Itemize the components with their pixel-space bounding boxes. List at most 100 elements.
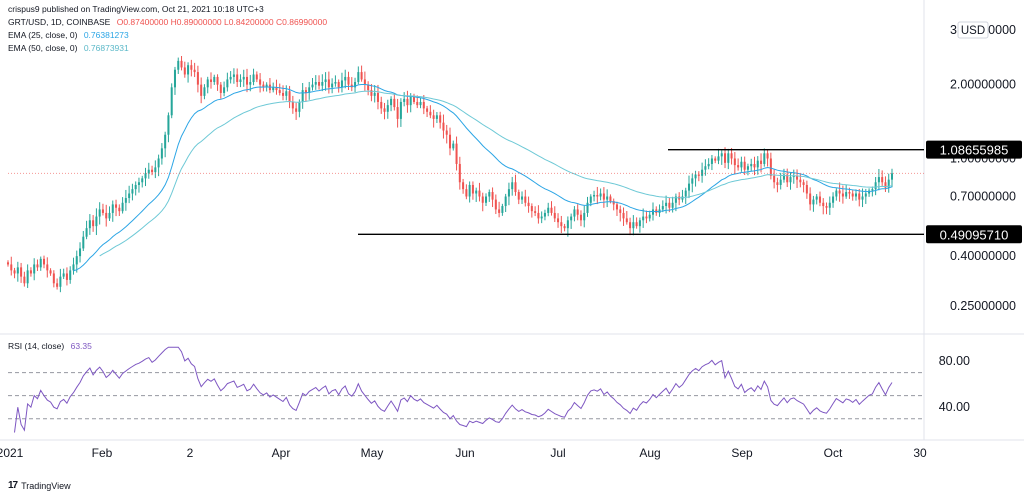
candle-body bbox=[701, 169, 704, 176]
candle-body bbox=[164, 134, 167, 149]
candle-body bbox=[576, 209, 579, 215]
candle-body bbox=[828, 202, 831, 208]
candle-body bbox=[101, 209, 104, 213]
candle-body bbox=[458, 163, 461, 183]
ema25-line bbox=[73, 84, 893, 272]
candle-body bbox=[196, 72, 199, 85]
time-axis-label: Apr bbox=[272, 446, 291, 460]
candle-body bbox=[540, 216, 543, 219]
candle-body bbox=[740, 161, 743, 168]
candle-body bbox=[219, 84, 222, 93]
candle-body bbox=[72, 264, 75, 271]
candle-body bbox=[815, 196, 818, 200]
symbol-line: GRT/USD, 1D, COINBASE O0.87400000 H0.890… bbox=[8, 17, 327, 28]
candle-body bbox=[733, 158, 736, 166]
candle-body bbox=[498, 209, 501, 213]
candle-body bbox=[357, 72, 360, 83]
candle-body bbox=[593, 194, 596, 197]
candle-body bbox=[108, 212, 111, 219]
candle-body bbox=[252, 74, 255, 83]
candle-body bbox=[278, 90, 281, 93]
tradingview-logo-icon: 17 bbox=[8, 480, 18, 491]
candle-body bbox=[606, 196, 609, 200]
candle-body bbox=[282, 92, 285, 96]
candle-body bbox=[776, 182, 779, 185]
candle-body bbox=[147, 169, 150, 174]
candle-body bbox=[877, 177, 880, 183]
candle-body bbox=[468, 184, 471, 197]
candle-body bbox=[167, 115, 170, 135]
candle-body bbox=[354, 82, 357, 88]
candle-body bbox=[868, 190, 871, 194]
candle-body bbox=[393, 98, 396, 108]
candle-body bbox=[314, 82, 317, 85]
candle-body bbox=[491, 192, 494, 200]
candle-body bbox=[534, 211, 537, 213]
rsi-legend: RSI (14, close) 63.35 bbox=[8, 341, 92, 352]
candle-body bbox=[579, 214, 582, 221]
candle-body bbox=[720, 153, 723, 157]
time-axis-label: 2021 bbox=[0, 446, 24, 460]
ema25-value: 0.76381273 bbox=[83, 30, 129, 40]
candle-body bbox=[304, 90, 307, 93]
candle-body bbox=[59, 276, 62, 287]
candle-body bbox=[432, 115, 435, 119]
candle-body bbox=[629, 222, 632, 229]
candle-body bbox=[98, 209, 101, 217]
candle-body bbox=[272, 87, 275, 91]
candle-body bbox=[543, 212, 546, 217]
candle-body bbox=[890, 173, 894, 180]
candle-body bbox=[465, 189, 468, 197]
candle-body bbox=[265, 84, 268, 88]
candle-body bbox=[619, 209, 622, 213]
candle-body bbox=[769, 158, 772, 176]
candle-body bbox=[635, 222, 638, 227]
candle-body bbox=[694, 174, 697, 179]
rsi-tick-label: 40.00 bbox=[939, 400, 970, 414]
candle-body bbox=[887, 179, 890, 188]
candle-body bbox=[245, 76, 249, 85]
price-tick-label: 2.00000000 bbox=[950, 78, 1016, 92]
time-axis-label: Aug bbox=[639, 446, 660, 460]
candle-body bbox=[380, 101, 383, 109]
time-axis-label: Oct bbox=[824, 446, 843, 460]
candle-body bbox=[370, 90, 373, 96]
candle-body bbox=[79, 248, 82, 257]
candle-body bbox=[33, 264, 36, 274]
candle-body bbox=[805, 184, 808, 194]
level-price-label: 0.49095710 bbox=[940, 227, 1009, 242]
candle-body bbox=[615, 204, 618, 210]
candle-body bbox=[478, 190, 481, 197]
candle-body bbox=[429, 111, 432, 116]
time-axis-label: 2 bbox=[187, 446, 194, 460]
ema25-legend: EMA (25, close, 0) 0.76381273 bbox=[8, 30, 129, 41]
candle-body bbox=[137, 182, 140, 185]
candle-body bbox=[743, 161, 746, 170]
ema50-line bbox=[99, 90, 893, 257]
candle-body bbox=[763, 153, 766, 164]
candle-body bbox=[563, 226, 566, 229]
candle-body bbox=[625, 218, 628, 223]
candle-body bbox=[494, 199, 497, 210]
candle-body bbox=[547, 207, 550, 213]
candle-body bbox=[141, 178, 144, 183]
candle-body bbox=[684, 190, 687, 197]
ohlc-values: O0.87400000 H0.89000000 L0.84200000 C0.8… bbox=[116, 17, 328, 27]
candle-body bbox=[504, 196, 507, 207]
candle-body bbox=[39, 258, 42, 268]
candle-body bbox=[6, 262, 10, 265]
level-price-label: 1.08655985 bbox=[940, 143, 1009, 158]
candle-body bbox=[612, 201, 615, 205]
candle-body bbox=[216, 76, 219, 85]
candle-body bbox=[746, 166, 749, 170]
currency-label: USD bbox=[961, 25, 985, 37]
candle-body bbox=[609, 196, 612, 202]
candle-body bbox=[236, 74, 239, 83]
candle-body bbox=[327, 79, 330, 88]
candle-body bbox=[75, 256, 78, 265]
candle-body bbox=[367, 84, 370, 91]
level-price-tag bbox=[926, 140, 1022, 159]
candle-body bbox=[435, 115, 438, 119]
candle-body bbox=[841, 193, 844, 197]
